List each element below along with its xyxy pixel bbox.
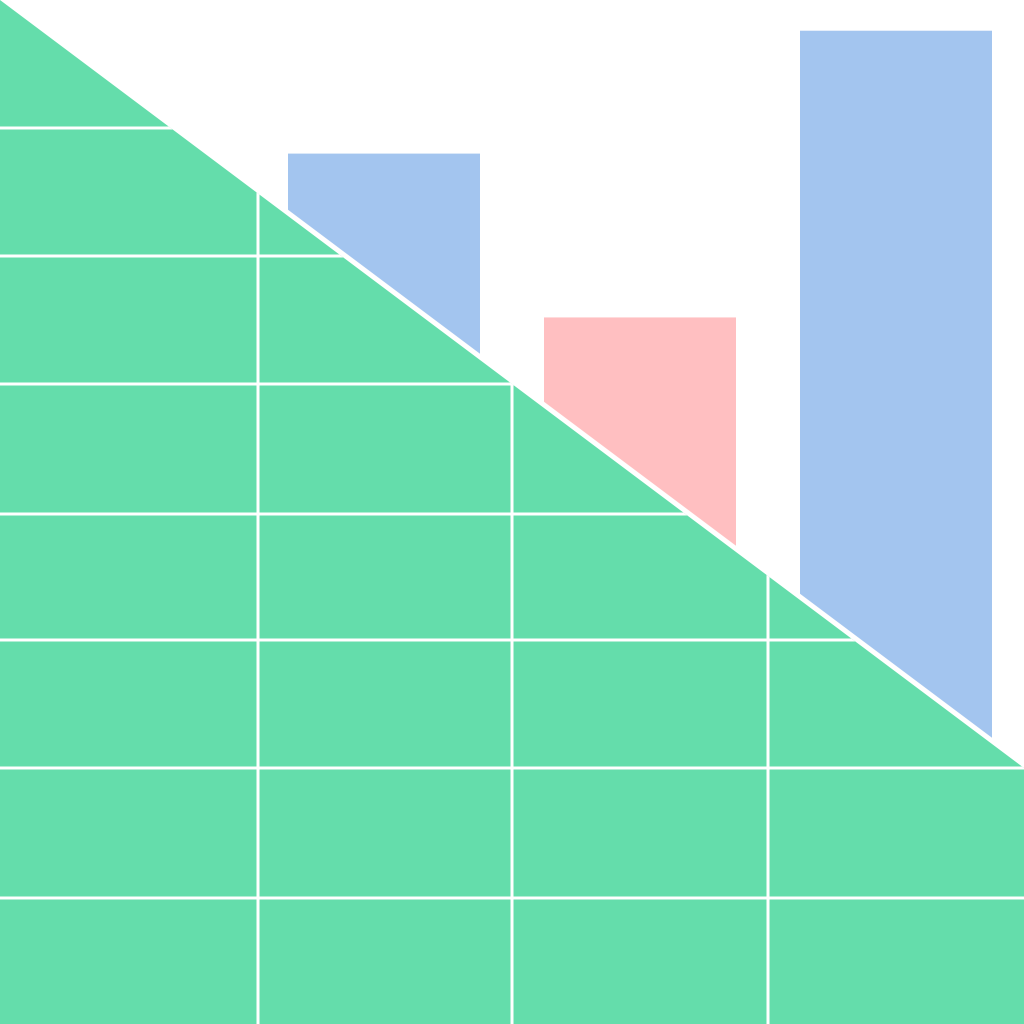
spreadsheet-chart-graphic [0,0,1024,1024]
